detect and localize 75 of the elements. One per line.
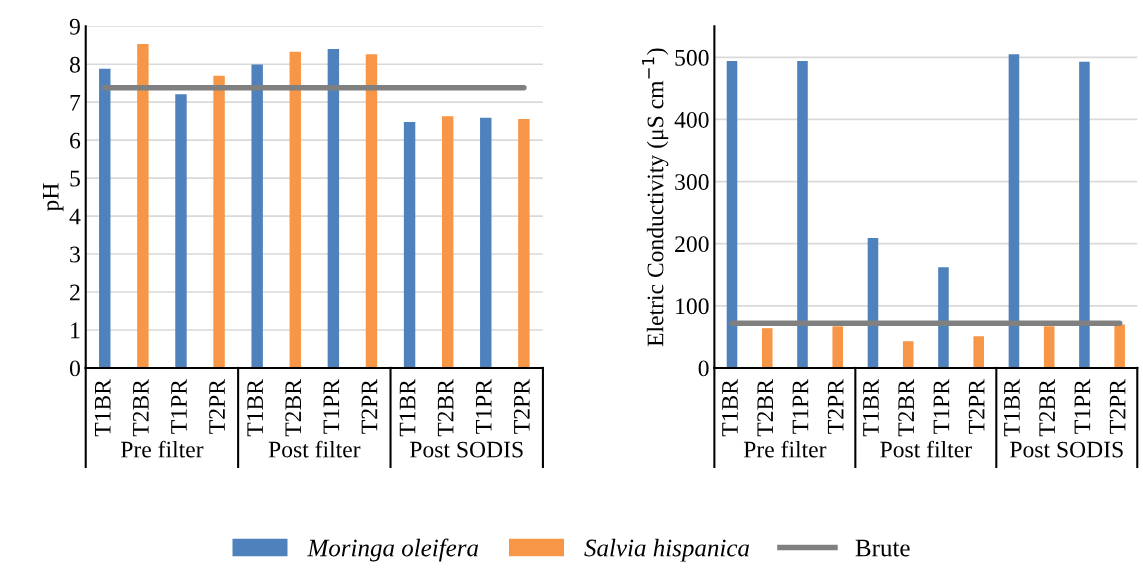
- x-tick-label: T1BR: [94, 379, 111, 437]
- y-tick-label: 200: [675, 236, 709, 253]
- text: Post SODIS: [1010, 441, 1123, 458]
- x-tick-label: T2PR: [361, 379, 378, 434]
- x-tick-label: T1PR: [792, 379, 809, 434]
- y-tick-label: 3: [70, 246, 80, 263]
- x-tick-label: T1PR: [171, 379, 187, 434]
- bar: [403, 121, 416, 368]
- bar: [99, 68, 111, 368]
- y-axis-title: Eletric Conductivity (μS cm$^{−1}$): [642, 48, 669, 347]
- bar: [902, 341, 914, 368]
- bar: [832, 326, 844, 368]
- x-tick-label: T2BR: [1039, 379, 1055, 437]
- bar: [365, 54, 378, 368]
- bar: [289, 51, 301, 368]
- bar: [137, 44, 149, 368]
- x-tick-label: T1BR: [399, 379, 416, 437]
- x-tick-label: T2BR: [757, 379, 773, 437]
- x-tick-label: T2PR: [513, 379, 530, 434]
- x-tick-label: T1PR: [933, 379, 950, 434]
- x-tick-label: T1PR: [323, 379, 340, 434]
- bar: [973, 336, 984, 368]
- legend-label: Moringa oleifera: [307, 538, 479, 562]
- x-tick-label: T2BR: [898, 379, 914, 437]
- x-tick-label: T2BR: [285, 379, 302, 437]
- bar: [441, 116, 454, 368]
- y-tick-label: 1: [71, 322, 80, 339]
- y-axis-title: pH: [43, 183, 64, 212]
- y-tick-label: 300: [675, 174, 709, 190]
- x-tick-label: T1BR: [722, 379, 738, 437]
- y-tick-label: 9: [69, 18, 80, 35]
- x-tick-label: T2BR: [437, 379, 454, 437]
- x-tick-label: T2BR: [132, 379, 149, 437]
- bar: [1114, 324, 1125, 368]
- bar: [797, 61, 808, 368]
- bar: [251, 64, 263, 368]
- x-tick-label: T2PR: [1109, 379, 1126, 434]
- text: Post filter: [880, 440, 972, 458]
- x-tick-label: T1BR: [1004, 379, 1020, 437]
- bar: [480, 117, 492, 368]
- bar: [867, 238, 879, 368]
- text: Post filter: [268, 440, 361, 458]
- y-tick-label: 0: [698, 360, 709, 377]
- x-tick-label: T2PR: [968, 379, 985, 434]
- text: Pre filter: [743, 440, 827, 458]
- bar: [175, 94, 187, 368]
- text: Post SODIS: [410, 441, 523, 458]
- y-tick-label: 100: [676, 298, 709, 315]
- x-tick-label: T1PR: [1074, 379, 1091, 434]
- x-tick-label: T1BR: [863, 379, 879, 437]
- bar: [327, 49, 340, 368]
- bar: [1008, 54, 1020, 368]
- y-tick-label: 7: [70, 94, 81, 111]
- text: Pre filter: [120, 440, 204, 458]
- bar: [518, 118, 530, 368]
- legend-label: Salvia hispanica: [584, 538, 750, 562]
- bar: [938, 267, 949, 368]
- y-tick-label: 0: [69, 360, 80, 377]
- legend-label: Brute: [855, 539, 910, 557]
- y-tick-label: 5: [70, 170, 80, 187]
- y-tick-label: 8: [69, 56, 80, 73]
- x-tick-label: T1PR: [475, 379, 492, 434]
- bar: [1079, 61, 1090, 368]
- y-tick-label: 500: [675, 49, 709, 66]
- bar: [213, 75, 225, 368]
- bar: [726, 61, 738, 368]
- y-tick-label: 6: [70, 132, 81, 149]
- bar: [761, 328, 773, 368]
- y-tick-label: 400: [674, 111, 709, 128]
- x-tick-label: T2PR: [827, 379, 844, 434]
- x-tick-label: T1BR: [247, 379, 263, 437]
- y-tick-label: 2: [70, 284, 80, 301]
- x-tick-label: T2PR: [209, 379, 225, 434]
- bar: [1043, 326, 1055, 368]
- y-tick-label: 4: [69, 208, 81, 225]
